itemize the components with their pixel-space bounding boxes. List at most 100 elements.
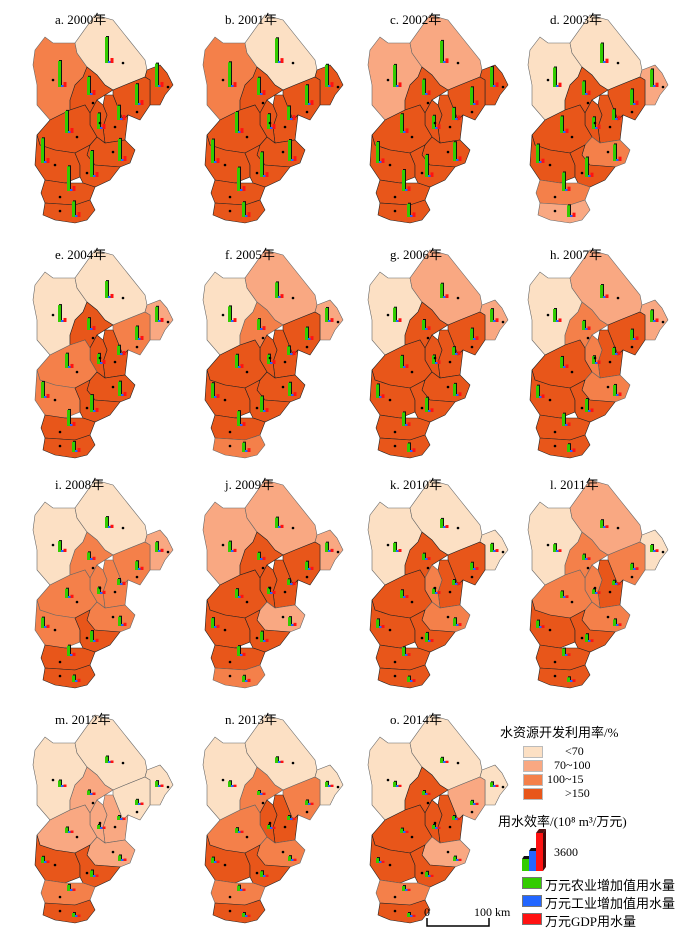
city-dot-tangshan — [135, 575, 139, 579]
bar-gdp-zhangjiakou — [398, 549, 402, 552]
bar-industry-shijiazhuang — [379, 626, 382, 628]
bar-agri-handan — [567, 205, 570, 217]
bar-gdp-zhangjiakou — [398, 784, 402, 787]
bar-gdp-zhangjiakou — [558, 549, 562, 552]
bar-industry-cangzhou — [291, 624, 294, 626]
bar-agri-handan — [407, 913, 410, 917]
panel-title: c. 2002年 — [390, 12, 442, 27]
bar-industry-tangshan — [473, 338, 476, 340]
city-dot-zhangjiakou — [221, 778, 225, 782]
bar-agri-xingtai — [67, 409, 70, 426]
city-dot-chengde — [456, 61, 460, 65]
bar-gdp-xingtai — [72, 421, 76, 426]
city-dot-xingtai — [553, 660, 557, 664]
bar-agri-cangzhou — [118, 855, 121, 861]
bar-agri-zhangjiakou — [58, 305, 61, 322]
bar-gdp-handan — [247, 914, 251, 917]
bar-gdp-hengshui — [95, 172, 99, 177]
bar-gdp-xingtai — [72, 652, 76, 656]
city-dot-cangzhou — [446, 850, 450, 854]
bar-gdp-langfang — [102, 124, 106, 129]
bar-industry-langfang — [100, 592, 103, 594]
bar-agri-xingtai — [402, 412, 405, 426]
bar-gdp-tianjin — [457, 582, 461, 585]
map — [202, 479, 344, 689]
map — [32, 249, 174, 459]
bar-gdp-shijiazhuang — [541, 394, 545, 398]
bar-gdp-baoding — [405, 595, 409, 598]
bar-gdp-zhangjiakou — [398, 318, 402, 322]
map-panel-l: l. 2011年 — [520, 470, 685, 700]
bar-agri-xingtai — [67, 166, 70, 191]
city-dot-qinhuangdao — [336, 85, 340, 89]
city-dot-chengde — [291, 61, 295, 65]
bar-gdp-xingtai — [242, 186, 246, 191]
bar-gdp-hengshui — [265, 874, 269, 877]
bar-industry-tianjin — [455, 353, 458, 355]
city-dot-beijing — [586, 566, 590, 570]
bar-industry-chengde — [278, 61, 281, 63]
rate-legend-title: 水资源开发利用率/% — [500, 725, 619, 740]
bar-gdp-beijing — [587, 326, 591, 330]
bar-agri-cangzhou — [118, 381, 121, 396]
bar-agri-shijiazhuang — [41, 381, 44, 398]
bar-agri-hengshui — [90, 631, 93, 642]
bar-industry-xingtai — [70, 189, 73, 191]
city-dot-langfang — [593, 121, 597, 125]
bar-industry-beijing — [90, 793, 93, 795]
bar-agri-baoding — [65, 353, 68, 368]
bar-agri-tianjin — [117, 578, 120, 585]
bar-industry-baoding — [68, 596, 71, 598]
bar-gdp-tangshan — [635, 100, 639, 105]
city-dot-zhangjiakou — [386, 313, 390, 317]
bar-industry-beijing — [425, 793, 428, 795]
city-dot-handan — [393, 209, 397, 213]
map-panel-a: a. 2000年 — [25, 5, 190, 235]
city-dot-zhangjiakou — [386, 778, 390, 782]
bar-industry-hengshui — [428, 410, 431, 412]
bar-industry-tangshan — [138, 103, 141, 105]
panel-title: h. 2007年 — [550, 247, 603, 262]
bar-agri-tianjin — [452, 816, 455, 820]
bar-agri-chengde — [105, 756, 108, 763]
map — [202, 714, 344, 924]
bar-agri-tangshan — [630, 89, 633, 105]
bar-gdp-shijiazhuang — [381, 394, 385, 398]
bar-gdp-qinhuangdao — [330, 318, 334, 322]
bar-gdp-shijiazhuang — [46, 393, 50, 398]
bar-industry-beijing — [425, 558, 428, 560]
bar-industry-chengde — [443, 61, 446, 63]
bar-gdp-zhangjiakou — [233, 784, 237, 787]
rate-label-4: >150 — [565, 786, 590, 800]
bar-gdp-tianjin — [122, 581, 126, 585]
bar-agri-langfang — [267, 354, 270, 364]
bar-agri-tangshan — [630, 329, 633, 340]
map-panel-m: m. 2012年 — [25, 705, 190, 935]
bar-gdp-beijing — [92, 90, 96, 95]
bar-agri-cangzhou — [118, 616, 121, 626]
city-dot-chengde — [291, 526, 295, 530]
bar-gdp-qinhuangdao — [330, 82, 334, 87]
bar-industry-shijiazhuang — [379, 861, 382, 863]
city-dot-chengde — [291, 296, 295, 300]
bar-industry-tianjin — [120, 583, 123, 585]
bar-industry-shijiazhuang — [214, 396, 217, 398]
city-dot-shijiazhuang — [53, 628, 57, 632]
panel-title: a. 2000年 — [55, 12, 107, 27]
bar-gdp-hengshui — [430, 172, 434, 177]
bar-agri-langfang — [97, 825, 100, 829]
bar-agri-qinhuangdao — [325, 307, 328, 322]
bar-agri-zhangjiakou — [393, 781, 396, 787]
bar-industry-xingtai — [405, 424, 408, 426]
city-dot-cangzhou — [606, 150, 610, 154]
city-dot-qinhuangdao — [501, 550, 505, 554]
bar-gdp-handan — [412, 448, 416, 452]
bar-agri-tianjin — [287, 346, 290, 355]
bar-industry-tangshan — [308, 803, 311, 805]
bar-industry-zhangjiakou — [556, 85, 559, 87]
region-hengshui — [569, 379, 616, 423]
bar-gdp-beijing — [587, 90, 591, 95]
city-dot-beijing — [426, 801, 430, 805]
city-dot-cangzhou — [111, 615, 115, 619]
